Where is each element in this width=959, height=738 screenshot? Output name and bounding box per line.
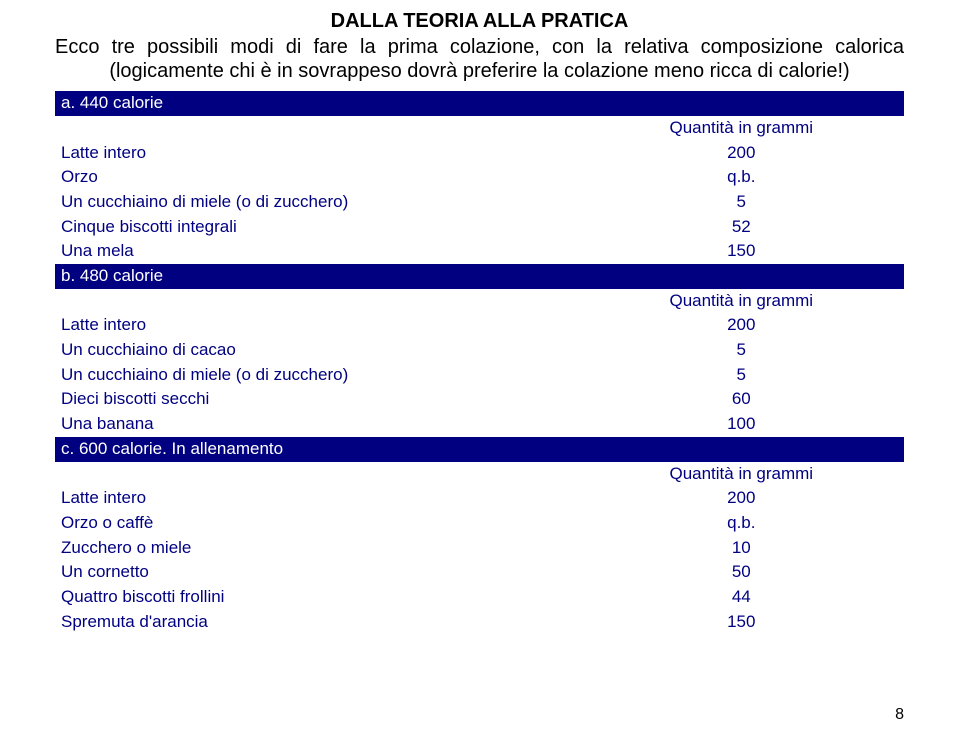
section-header: b. 480 calorie	[55, 264, 904, 289]
item-cell: Un cucchiaino di miele (o di zucchero)	[55, 190, 579, 215]
table-row: Latte intero 200	[55, 313, 904, 338]
item-cell: Latte intero	[55, 141, 579, 166]
value-cell: 150	[579, 239, 904, 264]
item-cell: Latte intero	[55, 486, 579, 511]
section-header-empty	[579, 437, 904, 462]
section-header-empty	[579, 91, 904, 116]
item-cell: Un cornetto	[55, 560, 579, 585]
table-row: Latte intero 200	[55, 486, 904, 511]
value-cell: 200	[579, 486, 904, 511]
table-row: Un cornetto 50	[55, 560, 904, 585]
item-cell: Latte intero	[55, 313, 579, 338]
section-header-label: a. 440 calorie	[55, 91, 579, 116]
value-cell: 5	[579, 363, 904, 388]
value-cell: q.b.	[579, 165, 904, 190]
table-row: Spremuta d'arancia 150	[55, 610, 904, 635]
qty-column-label: Quantità in grammi	[579, 289, 904, 314]
item-cell: Orzo o caffè	[55, 511, 579, 536]
value-cell: 100	[579, 412, 904, 437]
item-cell: Cinque biscotti integrali	[55, 215, 579, 240]
section-header-empty	[579, 264, 904, 289]
item-cell: Una mela	[55, 239, 579, 264]
qty-label-row: Quantità in grammi	[55, 462, 904, 487]
item-cell: Dieci biscotti secchi	[55, 387, 579, 412]
value-cell: 5	[579, 338, 904, 363]
value-cell: 60	[579, 387, 904, 412]
value-cell: 5	[579, 190, 904, 215]
table-row: Quattro biscotti frollini 44	[55, 585, 904, 610]
item-cell: Orzo	[55, 165, 579, 190]
value-cell: 10	[579, 536, 904, 561]
value-cell: 200	[579, 141, 904, 166]
page-title: DALLA TEORIA ALLA PRATICA	[55, 10, 904, 33]
value-cell: q.b.	[579, 511, 904, 536]
page-subtitle: Ecco tre possibili modi di fare la prima…	[55, 35, 904, 83]
empty-cell	[55, 289, 579, 314]
table-row: Latte intero 200	[55, 141, 904, 166]
qty-label-row: Quantità in grammi	[55, 289, 904, 314]
table-row: Orzo q.b.	[55, 165, 904, 190]
value-cell: 50	[579, 560, 904, 585]
item-cell: Una banana	[55, 412, 579, 437]
item-cell: Spremuta d'arancia	[55, 610, 579, 635]
table-row: Un cucchiaino di cacao 5	[55, 338, 904, 363]
section-header: c. 600 calorie. In allenamento	[55, 437, 904, 462]
document-page: DALLA TEORIA ALLA PRATICA Ecco tre possi…	[0, 0, 959, 738]
section-header-label: c. 600 calorie. In allenamento	[55, 437, 579, 462]
section-header: a. 440 calorie	[55, 91, 904, 116]
value-cell: 200	[579, 313, 904, 338]
table-row: Zucchero o miele 10	[55, 536, 904, 561]
table-row: Cinque biscotti integrali 52	[55, 215, 904, 240]
item-cell: Un cucchiaino di miele (o di zucchero)	[55, 363, 579, 388]
table-row: Una mela 150	[55, 239, 904, 264]
table-row: Orzo o caffè q.b.	[55, 511, 904, 536]
value-cell: 44	[579, 585, 904, 610]
table-row: Un cucchiaino di miele (o di zucchero) 5	[55, 363, 904, 388]
value-cell: 150	[579, 610, 904, 635]
empty-cell	[55, 462, 579, 487]
breakfast-table: a. 440 calorie Quantità in grammi Latte …	[55, 91, 904, 634]
table-row: Una banana 100	[55, 412, 904, 437]
item-cell: Un cucchiaino di cacao	[55, 338, 579, 363]
item-cell: Zucchero o miele	[55, 536, 579, 561]
qty-column-label: Quantità in grammi	[579, 462, 904, 487]
section-header-label: b. 480 calorie	[55, 264, 579, 289]
value-cell: 52	[579, 215, 904, 240]
qty-column-label: Quantità in grammi	[579, 116, 904, 141]
table-row: Un cucchiaino di miele (o di zucchero) 5	[55, 190, 904, 215]
page-number: 8	[895, 706, 904, 724]
item-cell: Quattro biscotti frollini	[55, 585, 579, 610]
qty-label-row: Quantità in grammi	[55, 116, 904, 141]
table-row: Dieci biscotti secchi 60	[55, 387, 904, 412]
empty-cell	[55, 116, 579, 141]
